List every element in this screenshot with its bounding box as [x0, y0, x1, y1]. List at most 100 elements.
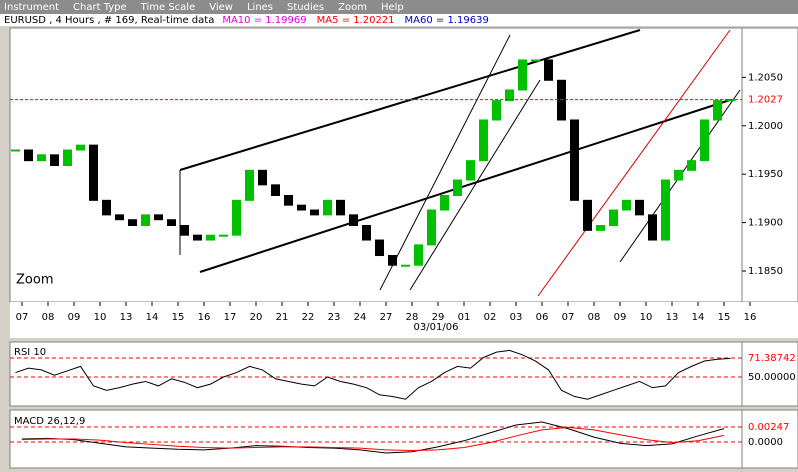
- candle: [700, 119, 709, 162]
- candle: [518, 59, 527, 91]
- candle: [63, 149, 72, 166]
- date-tick-label: 13: [666, 312, 679, 323]
- date-tick-label: 16: [198, 312, 211, 323]
- date-tick-label: 02: [484, 312, 497, 323]
- header-bar: [0, 14, 798, 26]
- candle: [687, 160, 696, 171]
- date-tick-label: 16: [744, 312, 757, 323]
- indicator-line: [21, 426, 725, 452]
- date-tick-label: 23: [328, 312, 341, 323]
- date-tick-label: 13: [120, 312, 133, 323]
- date-tick-label: 06: [536, 312, 549, 323]
- candle: [141, 214, 150, 227]
- candle: [505, 89, 514, 102]
- macd-title: MACD 26,12,9: [14, 416, 85, 427]
- candle: [154, 214, 163, 221]
- level-label: 0.0000: [748, 437, 783, 448]
- candle: [544, 59, 553, 81]
- menu: Instrument Chart Type Time Scale View Lines S…: [4, 2, 404, 13]
- price-tick-label: 1.2000: [748, 121, 783, 132]
- level-label: 0.00247: [748, 422, 789, 433]
- date-tick-label: 09: [68, 312, 81, 323]
- candle: [401, 264, 410, 267]
- price-tick-label: 1.1900: [748, 218, 783, 229]
- candle: [219, 234, 228, 237]
- candle: [596, 225, 605, 231]
- candle: [102, 199, 111, 216]
- date-tick-label: 10: [94, 312, 107, 323]
- indicator-line: [21, 421, 725, 454]
- candle: [310, 209, 319, 216]
- candle: [193, 234, 202, 241]
- date-tick-label: 17: [224, 312, 237, 323]
- candle: [232, 199, 241, 236]
- date-tick-label: 15: [172, 312, 185, 323]
- zoom-annotation: Zoom: [16, 273, 53, 288]
- indicator-line: [15, 349, 731, 400]
- candle: [479, 119, 488, 162]
- last-price-label: 1.2027: [748, 95, 783, 106]
- menu-item[interactable]: Chart Type: [73, 2, 127, 13]
- candle: [531, 59, 540, 62]
- candle: [414, 244, 423, 266]
- candle: [89, 144, 98, 201]
- candle: [167, 219, 176, 227]
- candle: [206, 234, 215, 241]
- date-tick-label: 07: [16, 312, 29, 323]
- candle: [661, 179, 670, 241]
- price-tick-label: 1.1850: [748, 266, 783, 277]
- date-tick-label: 24: [354, 312, 367, 323]
- candle: [635, 199, 644, 216]
- candle: [388, 255, 397, 266]
- symbol-info: EURUSD , 4 Hours , # 169, Real-time data: [4, 15, 214, 26]
- candle: [24, 149, 33, 162]
- candle: [128, 219, 137, 227]
- level-label: 50.00000: [748, 372, 796, 383]
- candle: [453, 179, 462, 196]
- menu-item[interactable]: View: [209, 2, 233, 13]
- date-tick-label: 14: [692, 312, 705, 323]
- price-panel: [9, 27, 798, 303]
- candle: [245, 169, 254, 201]
- candle: [11, 149, 20, 152]
- candle: [570, 119, 579, 201]
- menu-item[interactable]: Time Scale: [140, 2, 196, 13]
- price-tick-label: 1.1950: [748, 169, 783, 180]
- candle: [622, 199, 631, 211]
- date-label: 03/01/06: [414, 322, 459, 333]
- ma5-label: MA5 = 1.20221: [317, 15, 395, 26]
- candle: [76, 144, 85, 151]
- candle: [440, 194, 449, 211]
- menu-bar: [0, 0, 798, 14]
- date-tick-label: 15: [718, 312, 731, 323]
- candle: [323, 199, 332, 216]
- candle: [466, 160, 475, 181]
- date-tick-label: 09: [614, 312, 627, 323]
- menu-item[interactable]: Studies: [287, 2, 324, 13]
- price-tick-label: 1.2050: [748, 72, 783, 83]
- menu-item[interactable]: Zoom: [338, 2, 367, 13]
- candle: [427, 209, 436, 246]
- candle: [37, 154, 46, 162]
- menu-item[interactable]: Lines: [247, 2, 273, 13]
- candle: [180, 225, 189, 236]
- candle: [713, 100, 722, 121]
- candle: [115, 214, 124, 221]
- candle: [258, 169, 267, 186]
- menu-item[interactable]: Help: [381, 2, 404, 13]
- date-tick-label: 08: [42, 312, 55, 323]
- candle: [375, 239, 384, 257]
- ma10-label: MA10 = 1.19969: [222, 15, 306, 26]
- candle: [297, 204, 306, 211]
- macd-panel: [9, 409, 798, 469]
- date-tick-label: 01: [458, 312, 471, 323]
- date-tick-label: 28: [406, 312, 419, 323]
- date-tick-label: 03: [510, 312, 523, 323]
- menu-item[interactable]: Instrument: [4, 2, 59, 13]
- candle: [362, 225, 371, 241]
- candle: [674, 169, 683, 181]
- candle: [336, 199, 345, 216]
- candle: [609, 209, 618, 227]
- candle: [271, 184, 280, 196]
